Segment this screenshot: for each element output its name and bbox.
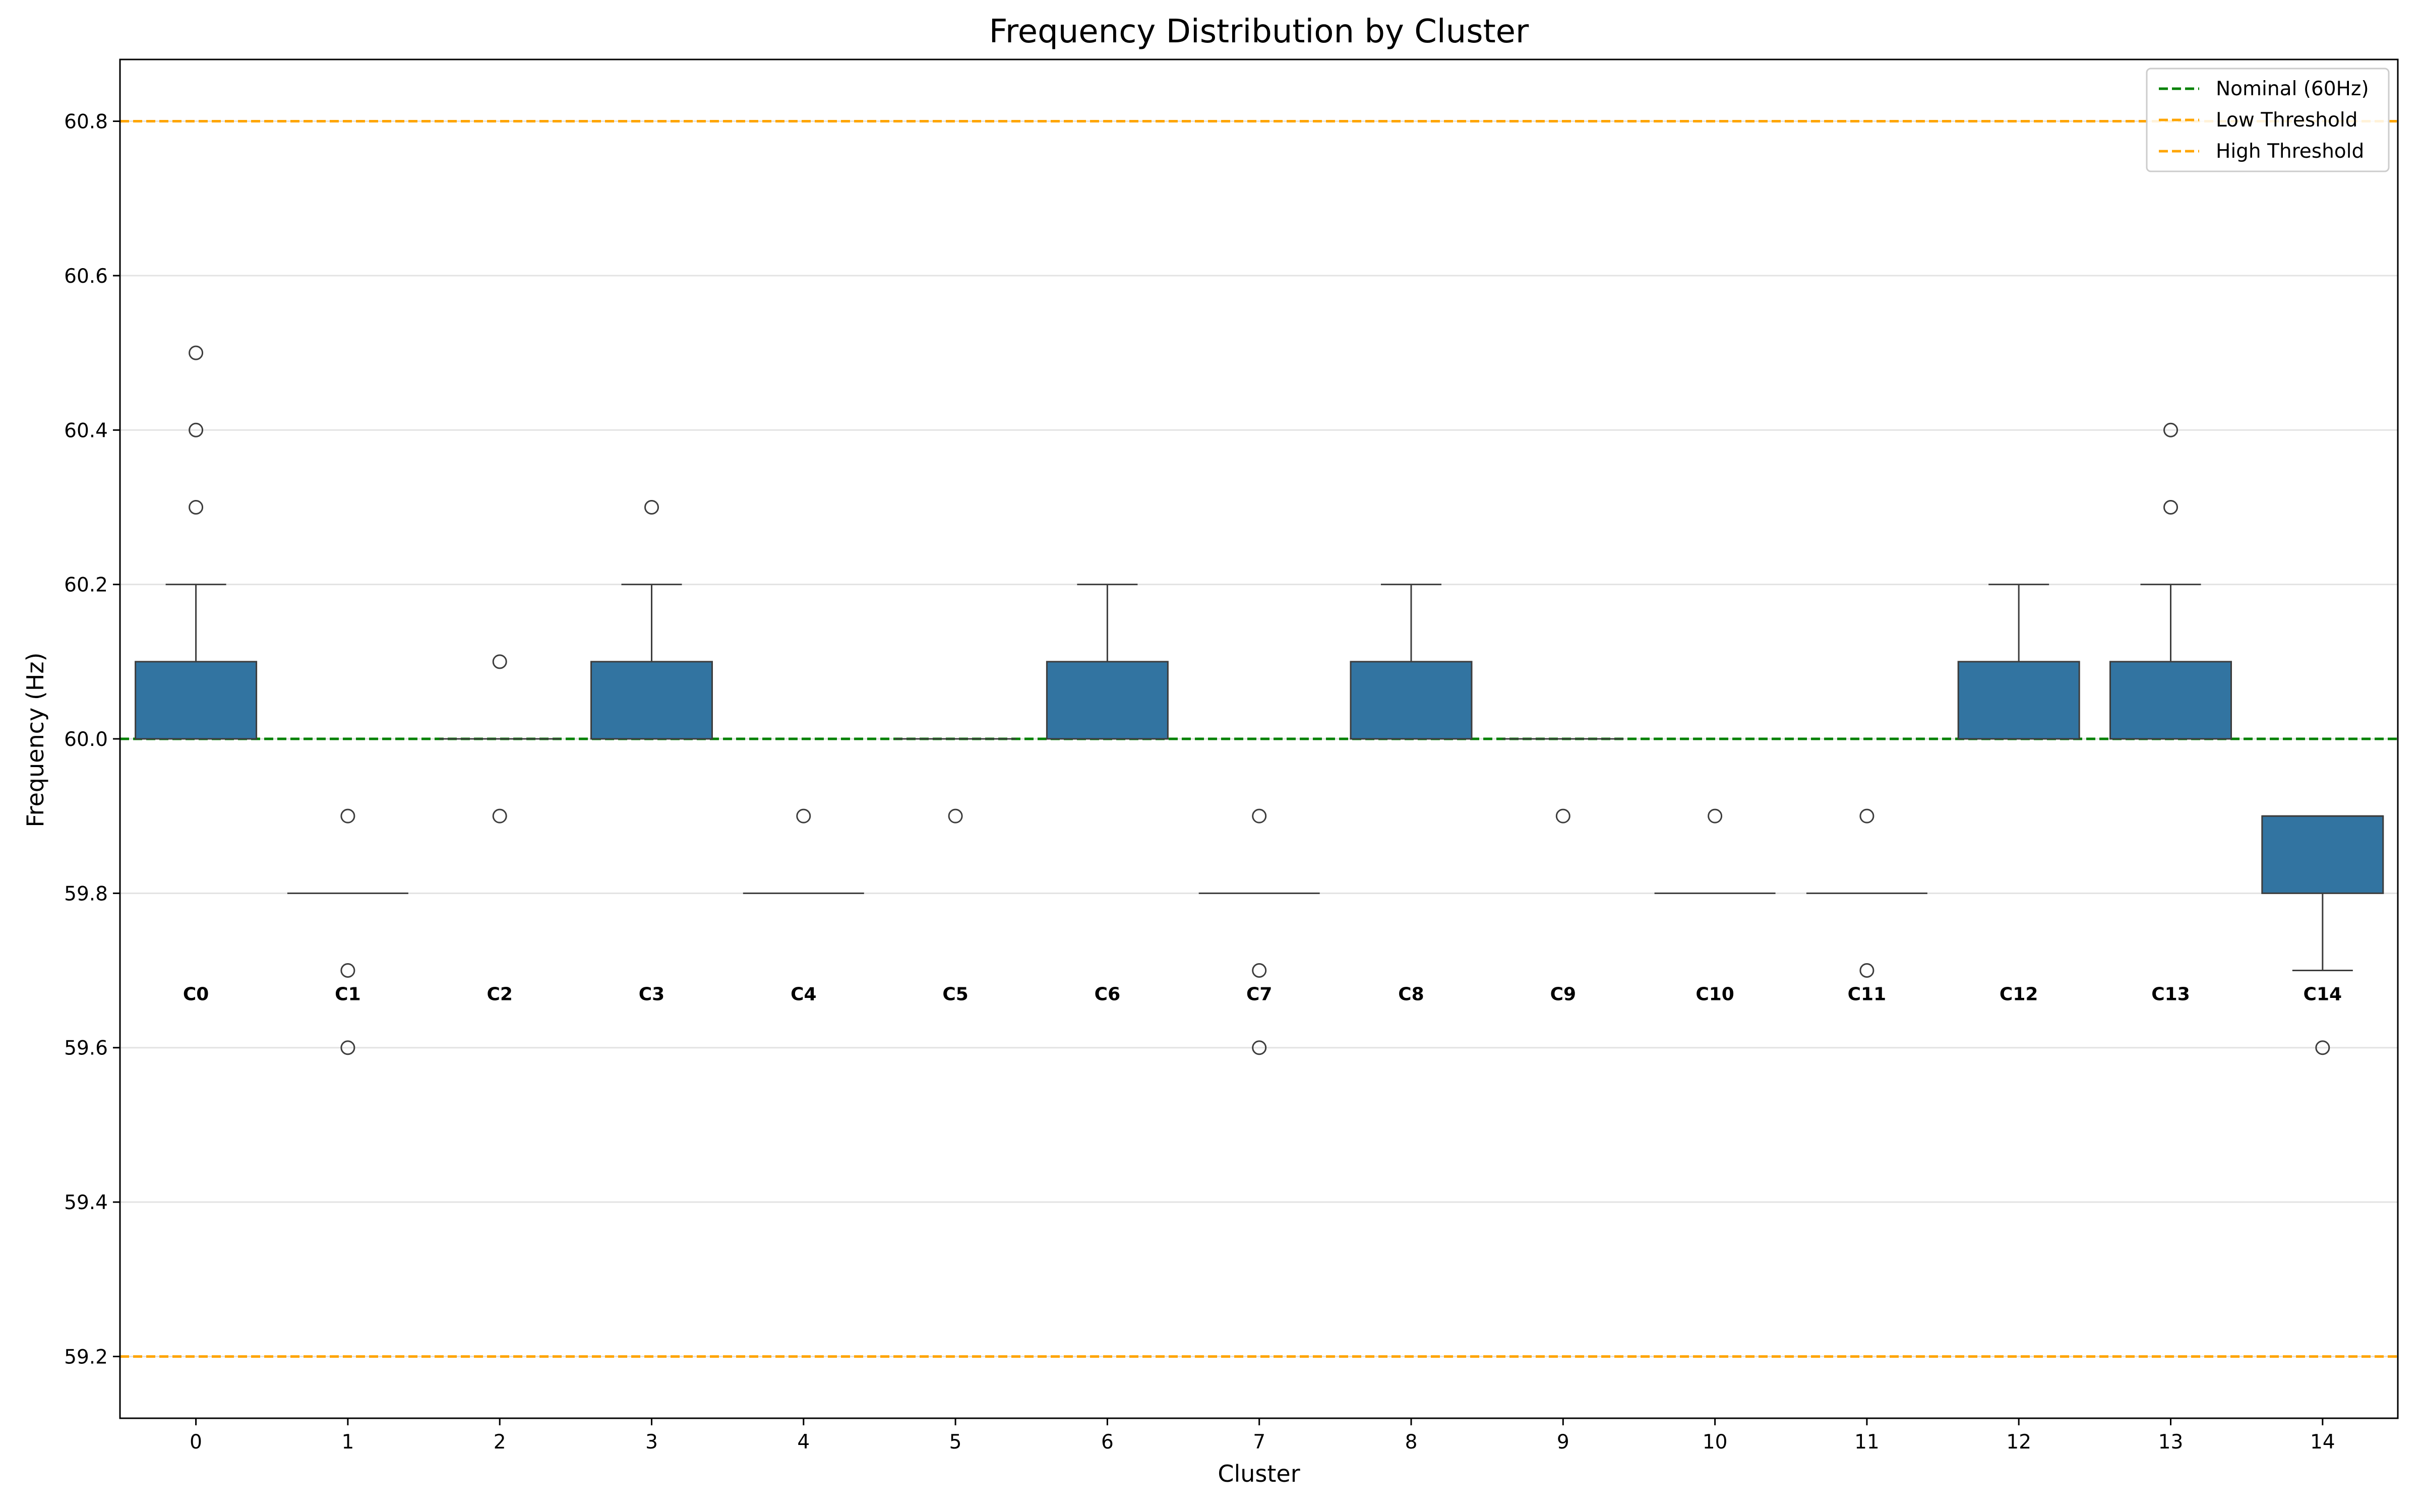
box-plot-cluster: [1198, 808, 1320, 1055]
legend-label-nominal: Nominal (60Hz): [2216, 78, 2369, 100]
y-tick-label: 59.2: [64, 1346, 108, 1368]
y-tick-label: 60.8: [64, 111, 108, 134]
x-tick-label: 2: [494, 1431, 506, 1454]
outlier-point: [492, 808, 507, 824]
x-axis: 0 1 2 3 4 5 6 7 8 9 10 11 12 13 14: [190, 1418, 2335, 1454]
cluster-label: C7: [1246, 984, 1272, 1005]
box-plot-cluster: [1046, 584, 1169, 740]
x-axis-label: Cluster: [1218, 1460, 1300, 1487]
outlier-point: [189, 345, 204, 360]
x-tick-label: 4: [797, 1431, 810, 1454]
cluster-label: C8: [1398, 984, 1424, 1005]
y-tick-label: 60.0: [64, 728, 108, 751]
cluster-label: C2: [487, 984, 512, 1005]
box-plot-cluster: [287, 808, 408, 1055]
outlier-point: [1252, 808, 1267, 824]
box-plot-cluster: [1502, 738, 1624, 824]
outlier-point: [1252, 1040, 1267, 1055]
box-plot-cluster: [1350, 584, 1473, 740]
box: [1350, 661, 1473, 740]
box-plot-cluster: [2109, 422, 2232, 740]
cluster-labels: C0 C1 C2 C3 C4 C5 C6 C7 C8 C9 C10 C11 C12 C13 C14: [183, 984, 2342, 1005]
box-plot-cluster: [1957, 584, 2080, 740]
cluster-label: C9: [1550, 984, 1576, 1005]
cluster-label: C11: [1848, 984, 1887, 1005]
x-tick-label: 11: [1854, 1431, 1880, 1454]
y-axis-label: Frequency (Hz): [22, 653, 49, 828]
y-tick-label: 60.2: [64, 574, 108, 597]
box-plot-cluster: [439, 654, 561, 824]
cluster-label: C5: [942, 984, 968, 1005]
outlier-point: [1708, 808, 1723, 824]
box: [135, 661, 258, 740]
x-tick-label: 12: [2006, 1431, 2031, 1454]
outlier-point: [2315, 1040, 2330, 1055]
box: [2109, 661, 2232, 740]
box-plot-cluster: [743, 808, 864, 894]
cluster-label: C1: [335, 984, 360, 1005]
box-plots: [135, 345, 2384, 1055]
x-tick-label: 0: [190, 1431, 202, 1454]
outlier-point: [948, 808, 963, 824]
box: [590, 661, 713, 740]
outlier-point: [644, 499, 659, 515]
x-tick-label: 7: [1253, 1431, 1265, 1454]
cluster-label: C4: [791, 984, 816, 1005]
outlier-point: [2163, 499, 2178, 515]
outlier-point: [1859, 963, 1874, 978]
outlier-point: [1252, 963, 1267, 978]
legend-frame: [2146, 68, 2390, 172]
outlier-point: [796, 808, 811, 824]
box: [1957, 661, 2080, 740]
legend-label-high: High Threshold: [2216, 140, 2364, 163]
y-tick-label: 59.8: [64, 883, 108, 905]
chart-title: Frequency Distribution by Cluster: [989, 13, 1529, 50]
x-tick-label: 10: [1703, 1431, 1728, 1454]
y-axis: 59.2 59.4 59.6 59.8 60.0 60.2 60.4 60.6 60.8: [64, 111, 120, 1368]
box-plot-cluster: [2261, 815, 2384, 1055]
legend: Nominal (60Hz) Low Threshold High Thresh…: [2146, 68, 2390, 172]
outlier-point: [340, 1040, 355, 1055]
outlier-point: [1859, 808, 1874, 824]
cluster-label: C3: [639, 984, 664, 1005]
box-plot-cluster: [1806, 808, 1927, 978]
x-tick-label: 14: [2310, 1431, 2335, 1454]
box: [2261, 815, 2384, 894]
cluster-label: C12: [2000, 984, 2038, 1005]
x-tick-label: 3: [645, 1431, 658, 1454]
x-tick-label: 6: [1101, 1431, 1114, 1454]
box: [1046, 661, 1169, 740]
outlier-point: [189, 422, 204, 437]
y-tick-label: 60.4: [64, 419, 108, 442]
x-tick-label: 5: [949, 1431, 962, 1454]
box-plot-cluster: [1654, 808, 1776, 894]
outlier-point: [340, 963, 355, 978]
outlier-point: [2163, 422, 2178, 437]
y-tick-label: 60.6: [64, 265, 108, 288]
outlier-point: [340, 808, 355, 824]
cluster-label: C14: [2304, 984, 2342, 1005]
x-tick-label: 13: [2158, 1431, 2184, 1454]
box-plot-cluster: [590, 499, 713, 740]
outlier-point: [1555, 808, 1570, 824]
y-tick-label: 59.4: [64, 1191, 108, 1214]
box-plot-cluster: [895, 738, 1016, 824]
x-tick-label: 1: [341, 1431, 354, 1454]
outlier-point: [189, 499, 204, 515]
x-tick-label: 8: [1405, 1431, 1418, 1454]
cluster-label: C13: [2151, 984, 2190, 1005]
box-plot-cluster: [135, 345, 258, 740]
y-tick-label: 59.6: [64, 1037, 108, 1060]
cluster-label: C0: [183, 984, 209, 1005]
legend-label-low: Low Threshold: [2216, 109, 2357, 132]
cluster-label: C10: [1696, 984, 1734, 1005]
cluster-label: C6: [1095, 984, 1120, 1005]
x-tick-label: 9: [1557, 1431, 1569, 1454]
outlier-point: [492, 654, 507, 669]
